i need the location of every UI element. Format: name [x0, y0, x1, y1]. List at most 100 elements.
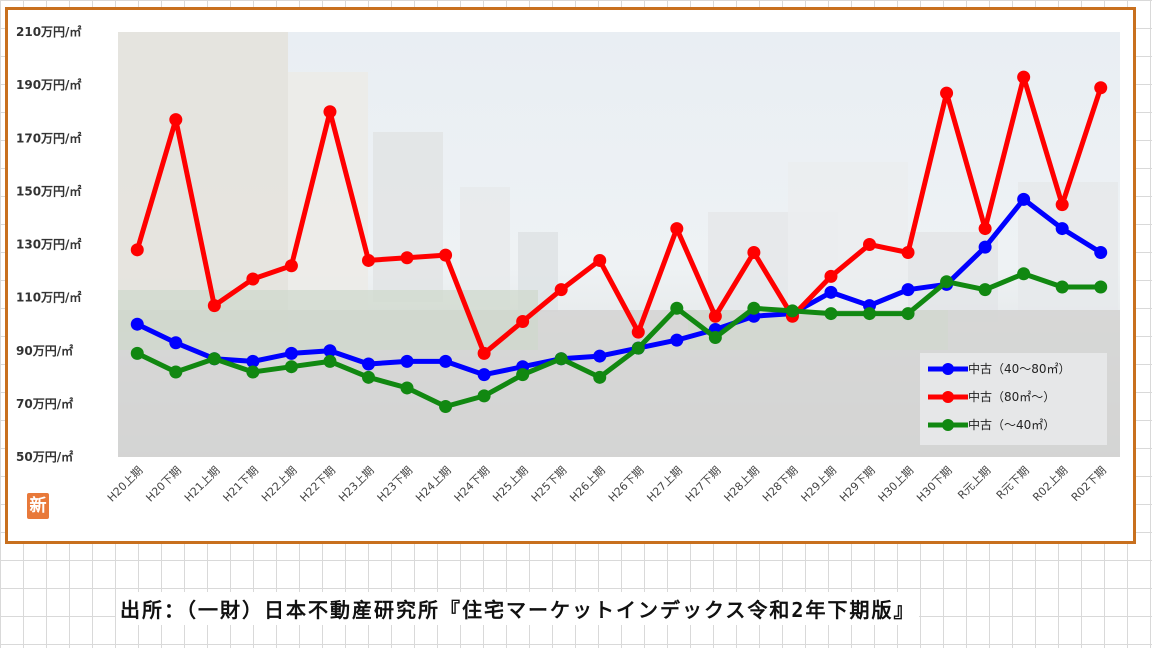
x-tick-label: H27下期	[683, 464, 724, 505]
legend-label: 中古（40～80㎡）	[968, 361, 1071, 376]
chart-frame: 50万円/㎡ 70万円/㎡ 90万円/㎡ 110万円/㎡ 130万円/㎡ 150万円/㎡ 1…	[5, 7, 1136, 544]
series-1-point	[130, 243, 144, 257]
series-2-point	[863, 307, 876, 321]
series-0-point	[400, 354, 414, 368]
series-1-point	[670, 222, 684, 236]
series-0-point	[439, 354, 453, 368]
series-2-point	[362, 370, 375, 384]
x-tick-label: H28下期	[760, 464, 801, 505]
y-tick-label: 50万円/㎡	[16, 449, 73, 464]
series-1-point	[863, 238, 876, 251]
series-1-point	[169, 113, 183, 127]
series-layer	[130, 70, 1108, 414]
series-1-point	[593, 253, 607, 267]
series-0-point	[1094, 245, 1108, 259]
series-1-point	[323, 105, 337, 119]
series-2-point	[400, 381, 414, 395]
series-0-point	[670, 333, 684, 347]
x-tick-label: H20下期	[143, 464, 184, 505]
building-6	[788, 162, 908, 312]
series-1-point	[940, 86, 954, 100]
series-2-point	[477, 389, 491, 403]
x-tick-label: H21下期	[221, 464, 262, 505]
series-2-point	[978, 283, 992, 297]
series-line-1	[134, 74, 1104, 356]
series-2-point	[670, 301, 684, 315]
building-0	[118, 32, 288, 332]
series-1-point	[284, 259, 298, 273]
series-2-point	[439, 400, 453, 414]
x-tick-label: H23下期	[375, 464, 416, 505]
series-0-point	[824, 285, 838, 299]
x-tick-label: H30下期	[914, 464, 955, 505]
x-tick-label: H26下期	[606, 464, 647, 505]
series-2-point	[747, 301, 761, 315]
series-1-point	[439, 248, 453, 262]
series-1-point	[1017, 70, 1031, 84]
series-2-point	[1055, 280, 1069, 294]
series-2-point	[785, 304, 799, 318]
series-2-point	[1094, 280, 1108, 294]
series-1-point	[747, 245, 761, 259]
y-tick-label: 130万円/㎡	[16, 237, 81, 252]
legend-label: 中古（～40㎡）	[968, 417, 1055, 432]
series-2-point	[593, 370, 607, 384]
legend-label: 中古（80㎡～）	[968, 389, 1055, 404]
trees-left	[118, 290, 538, 350]
series-2-point	[130, 346, 144, 360]
legend-swatch-marker	[942, 363, 954, 375]
series-0-point	[362, 357, 375, 371]
y-tick-label: 190万円/㎡	[16, 77, 81, 92]
series-2-point	[284, 360, 298, 374]
y-tick-label: 150万円/㎡	[16, 183, 81, 198]
x-tick-label: H26上期	[567, 464, 608, 505]
x-tick-label: H21上期	[182, 464, 223, 505]
building-2	[373, 132, 443, 302]
series-1-point	[978, 222, 992, 236]
y-axis: 50万円/㎡ 70万円/㎡ 90万円/㎡ 110万円/㎡ 130万円/㎡ 150万円/㎡ 1…	[16, 24, 81, 464]
legend-swatch-marker	[942, 391, 954, 403]
x-tick-label: H22下期	[298, 464, 339, 505]
x-tick-label: H29下期	[837, 464, 878, 505]
series-2-point	[1017, 267, 1031, 281]
series-2-point	[631, 341, 645, 355]
x-axis: H20上期H20下期H21上期H21下期H22上期H22下期H23上期H23下期…	[105, 464, 1109, 505]
x-tick-label: H25下期	[529, 464, 570, 505]
series-0-point	[1055, 222, 1069, 236]
new-badge: 新	[27, 493, 49, 519]
series-0-point	[1017, 192, 1031, 206]
series-2-point	[207, 352, 221, 366]
legend-swatch-marker	[942, 419, 954, 431]
y-tick-label: 70万円/㎡	[16, 396, 73, 411]
series-1-point	[824, 269, 838, 283]
series-0-point	[978, 240, 992, 254]
x-tick-label: R元下期	[994, 464, 1032, 502]
series-2-point	[940, 275, 954, 289]
x-tick-label: H27上期	[644, 464, 685, 505]
x-tick-label: H23上期	[336, 464, 377, 505]
price-line-chart: 50万円/㎡ 70万円/㎡ 90万円/㎡ 110万円/㎡ 130万円/㎡ 150万円/㎡ 1…	[16, 24, 1120, 505]
series-2-point	[901, 307, 915, 321]
y-tick-label: 110万円/㎡	[16, 290, 81, 305]
series-1-point	[901, 245, 915, 259]
series-1-point	[477, 346, 491, 360]
x-tick-label: R02上期	[1030, 464, 1070, 504]
series-0-point	[169, 336, 183, 350]
legend: 中古（40～80㎡） 中古（80㎡～） 中古（～40㎡）	[920, 353, 1107, 445]
series-1-point	[362, 253, 375, 267]
series-1-point	[631, 325, 645, 339]
y-tick-label: 210万円/㎡	[16, 24, 81, 39]
x-tick-label: R元上期	[955, 464, 993, 502]
y-tick-label: 90万円/㎡	[16, 343, 73, 358]
series-0-point	[323, 344, 337, 358]
series-0-point	[477, 368, 491, 382]
x-tick-label: H24上期	[413, 464, 454, 505]
series-1-point	[1094, 81, 1108, 95]
x-tick-label: H29上期	[799, 464, 840, 505]
series-2-point	[708, 330, 722, 344]
series-0-point	[284, 346, 298, 360]
series-2-point	[246, 365, 260, 379]
x-tick-label: H24下期	[452, 464, 493, 505]
x-tick-label: H22上期	[259, 464, 300, 505]
series-2-point	[516, 368, 530, 382]
